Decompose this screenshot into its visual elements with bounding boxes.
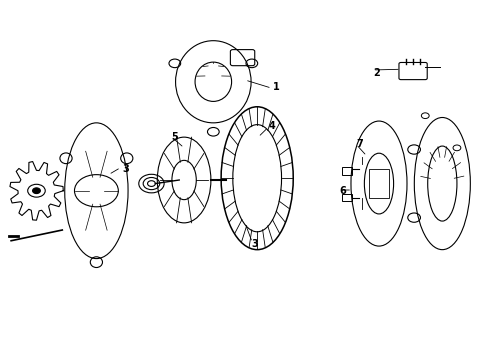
Text: 5: 5 xyxy=(171,132,178,142)
Bar xyxy=(343,194,352,202)
Text: 1: 1 xyxy=(273,82,280,92)
Text: 3: 3 xyxy=(251,239,258,249)
Bar xyxy=(343,167,352,175)
Text: 7: 7 xyxy=(356,139,363,149)
Bar xyxy=(369,169,389,198)
Text: 6: 6 xyxy=(339,186,346,196)
Text: 2: 2 xyxy=(373,68,380,78)
Text: 3: 3 xyxy=(122,164,129,174)
Circle shape xyxy=(32,188,40,194)
Text: 4: 4 xyxy=(269,121,275,131)
